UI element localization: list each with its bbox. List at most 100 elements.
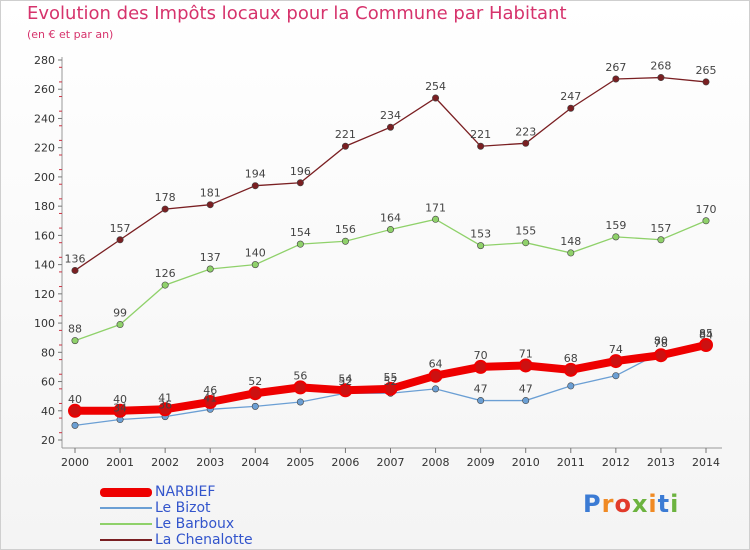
data-point-le-barboux (251, 261, 259, 269)
data-point-le-barboux (341, 237, 349, 245)
data-label-la-chenalotte: 234 (380, 109, 401, 122)
data-point-narbief (113, 403, 128, 418)
data-point-la-chenalotte (702, 78, 710, 86)
y-tick-label: 20 (41, 434, 55, 447)
legend-swatch-le-barboux (100, 523, 152, 525)
x-tick-label: 2014 (692, 456, 720, 469)
legend-item-la-chenalotte: La Chenalotte (100, 532, 253, 548)
data-point-le-bizot (296, 398, 304, 406)
data-point-narbief (293, 380, 308, 395)
x-tick-label: 2011 (557, 456, 585, 469)
x-tick-label: 2002 (151, 456, 179, 469)
y-tick-label: 200 (34, 171, 55, 184)
data-point-narbief (653, 348, 668, 363)
data-point-narbief (68, 403, 82, 418)
data-point-narbief (248, 386, 263, 401)
data-point-le-barboux (477, 242, 485, 250)
data-label-le-barboux: 126 (155, 267, 176, 280)
legend-label-le-barboux: Le Barboux (155, 516, 235, 532)
y-tick-label: 40 (41, 405, 55, 418)
data-label-la-chenalotte: 196 (290, 165, 311, 178)
legend-swatch-la-chenalotte (100, 539, 152, 541)
data-point-narbief (608, 354, 623, 369)
data-label-le-barboux: 137 (200, 251, 221, 264)
data-point-la-chenalotte (206, 201, 214, 209)
y-tick-label: 220 (34, 142, 55, 155)
data-point-le-barboux (71, 337, 79, 345)
data-point-le-barboux (432, 215, 440, 223)
y-tick-label: 100 (34, 317, 55, 330)
y-tick-label: 140 (34, 259, 55, 272)
logo-letter: P (583, 490, 602, 518)
data-label-narbief: 56 (293, 369, 307, 382)
data-label-la-chenalotte: 181 (200, 187, 221, 200)
logo-letter: r (601, 490, 615, 518)
y-tick-label: 240 (34, 112, 55, 125)
data-point-le-barboux (206, 265, 214, 273)
data-point-la-chenalotte (341, 142, 349, 150)
y-tick-label: 120 (34, 288, 55, 301)
chart-title: Evolution des Impôts locaux pour la Comm… (27, 3, 567, 24)
data-label-la-chenalotte: 267 (605, 61, 626, 74)
series-line-la-chenalotte (74, 76, 707, 271)
data-label-narbief: 46 (203, 384, 217, 397)
data-point-narbief (158, 402, 173, 417)
data-label-le-barboux: 157 (650, 222, 671, 235)
data-point-le-bizot (251, 402, 259, 410)
data-point-le-barboux (296, 240, 304, 248)
legend-swatch-le-bizot (100, 507, 152, 509)
data-label-la-chenalotte: 194 (245, 168, 266, 181)
data-point-la-chenalotte (432, 94, 440, 102)
data-point-narbief (203, 395, 218, 409)
data-label-le-bizot: 34 (113, 402, 127, 415)
x-tick-label: 2004 (241, 456, 269, 469)
data-point-le-barboux (116, 321, 124, 329)
data-label-le-bizot: 52 (384, 375, 398, 388)
data-point-le-bizot (567, 382, 575, 390)
x-tick-label: 2012 (602, 456, 630, 469)
x-tick-label: 2006 (331, 456, 359, 469)
data-point-la-chenalotte (116, 236, 124, 244)
data-point-le-bizot (612, 372, 620, 380)
data-label-le-barboux: 171 (425, 201, 446, 214)
chart-subtitle: (en € et par an) (27, 28, 114, 41)
data-point-narbief (563, 362, 578, 377)
data-label-le-barboux: 153 (470, 228, 491, 241)
data-point-le-bizot (477, 397, 485, 405)
y-tick-label: 80 (41, 346, 55, 359)
x-tick-label: 2010 (512, 456, 540, 469)
x-tick-label: 2007 (377, 456, 405, 469)
data-label-le-barboux: 154 (290, 226, 311, 239)
legend-swatch-narbief (100, 487, 152, 497)
legend-item-le-barboux: Le Barboux (100, 516, 253, 532)
logo-letter: o (614, 490, 632, 518)
x-tick-label: 2013 (647, 456, 675, 469)
data-point-la-chenalotte (71, 266, 79, 274)
data-label-narbief: 40 (113, 393, 127, 406)
data-label-le-bizot: 52 (338, 375, 352, 388)
data-point-narbief (473, 359, 488, 374)
data-label-le-bizot: 80 (654, 334, 668, 347)
data-label-narbief: 55 (384, 371, 398, 384)
axes: 20 40 60 80 100 120 140 160 180 200 220 240 260 280 20… (34, 54, 722, 469)
data-point-le-barboux (657, 236, 665, 244)
data-point-le-barboux (522, 239, 530, 247)
data-point-narbief (338, 383, 353, 398)
x-tick-label: 2008 (422, 456, 450, 469)
logo-letter: x (631, 490, 649, 518)
data-label-narbief: 70 (474, 349, 488, 362)
logo-letter: i (670, 490, 680, 518)
data-label-narbief: 78 (654, 337, 668, 350)
data-label-la-chenalotte: 178 (155, 191, 176, 204)
data-point-la-chenalotte (612, 75, 620, 83)
data-label-le-bizot: 84 (699, 328, 713, 341)
data-label-la-chenalotte: 221 (335, 128, 356, 141)
legend-label-la-chenalotte: La Chenalotte (155, 532, 253, 548)
data-point-le-barboux (386, 226, 394, 234)
data-point-le-barboux (702, 217, 710, 225)
data-point-le-barboux (567, 249, 575, 257)
data-label-le-bizot: 47 (474, 383, 488, 396)
data-label-narbief: 85 (699, 327, 713, 340)
data-label-le-barboux: 140 (245, 247, 266, 260)
